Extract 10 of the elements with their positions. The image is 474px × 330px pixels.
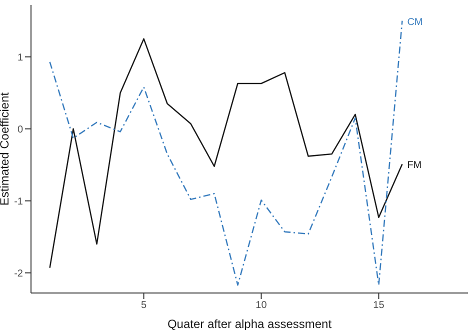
y-tick-label: 1 bbox=[17, 52, 24, 64]
y-tick-label: -1 bbox=[14, 196, 24, 208]
x-tick-label: 5 bbox=[140, 300, 147, 312]
x-tick-label: 10 bbox=[256, 300, 268, 312]
y-tick-label: 0 bbox=[17, 124, 24, 136]
series-label: FM bbox=[407, 160, 422, 172]
series-label: CM bbox=[407, 16, 423, 28]
y-axis-title: Estimated Coefficient bbox=[0, 92, 12, 206]
y-tick-label: -2 bbox=[14, 268, 24, 280]
x-tick-label: 15 bbox=[373, 300, 385, 312]
